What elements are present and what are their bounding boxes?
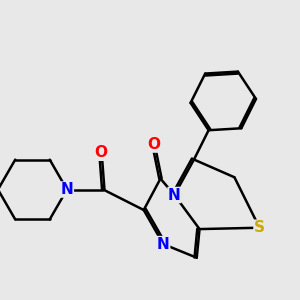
Text: N: N: [168, 188, 181, 202]
Text: N: N: [61, 182, 74, 197]
Text: O: O: [94, 145, 107, 160]
Text: O: O: [147, 137, 160, 152]
Text: N: N: [157, 237, 169, 252]
Text: S: S: [254, 220, 265, 235]
